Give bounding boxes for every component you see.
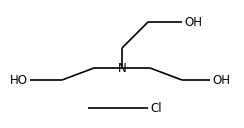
Text: N: N [118, 61, 126, 74]
Text: OH: OH [184, 15, 202, 29]
Text: OH: OH [212, 73, 230, 87]
Text: HO: HO [10, 73, 28, 87]
Text: Cl: Cl [150, 102, 162, 115]
